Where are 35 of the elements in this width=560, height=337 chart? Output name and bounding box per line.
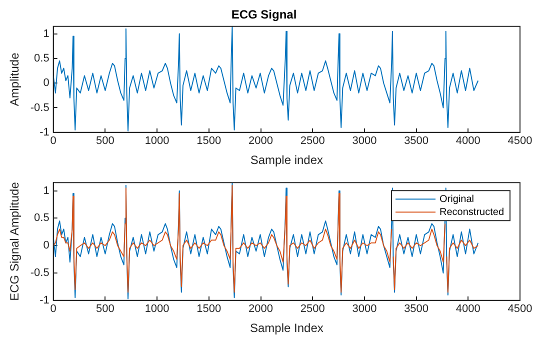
y-tick-label: 0 (43, 77, 50, 90)
x-tick-label: 1500 (196, 303, 222, 316)
y-tick-label: 0.5 (34, 212, 50, 224)
legend-label: Original (440, 194, 474, 205)
x-tick-label: 500 (96, 303, 114, 316)
y-tick-label: 0.5 (34, 52, 50, 64)
x-tick-label: 1500 (196, 135, 222, 148)
x-tick-label: 3500 (404, 135, 429, 148)
chart-title: ECG Signal (231, 8, 297, 22)
y-tick-label: -0.5 (30, 267, 50, 280)
x-tick-label: 4500 (508, 303, 532, 316)
x-axis-title: Sample Index (250, 321, 324, 336)
y-axis-title: ECG Signal Amplitude (8, 182, 22, 301)
y-tick-label: 1 (43, 184, 50, 197)
x-tick-label: 3000 (352, 135, 377, 148)
x-axis-title: Sample index (250, 153, 324, 168)
y-tick-label: 1 (43, 28, 50, 40)
x-tick-label: 2000 (248, 135, 273, 148)
y-tick-label: 0 (43, 240, 50, 252)
x-tick-label: 4500 (508, 135, 532, 148)
x-tick-label: 1000 (144, 135, 170, 148)
x-tick-label: 2500 (300, 135, 325, 148)
y-tick-label: -1 (40, 294, 50, 306)
x-tick-label: 500 (96, 135, 114, 148)
x-tick-label: 3000 (352, 303, 377, 316)
y-tick-label: -1 (40, 126, 50, 138)
legend-label: Reconstructed (440, 206, 504, 218)
x-tick-label: 3500 (404, 303, 429, 316)
x-tick-label: 4000 (456, 303, 480, 316)
x-tick-label: 1000 (144, 303, 170, 316)
x-tick-label: 2500 (300, 303, 325, 316)
x-tick-label: 2000 (248, 303, 273, 316)
y-axis-title: Amplitude (8, 52, 22, 106)
y-tick-label: -0.5 (30, 102, 50, 114)
x-tick-label: 4000 (456, 135, 480, 148)
